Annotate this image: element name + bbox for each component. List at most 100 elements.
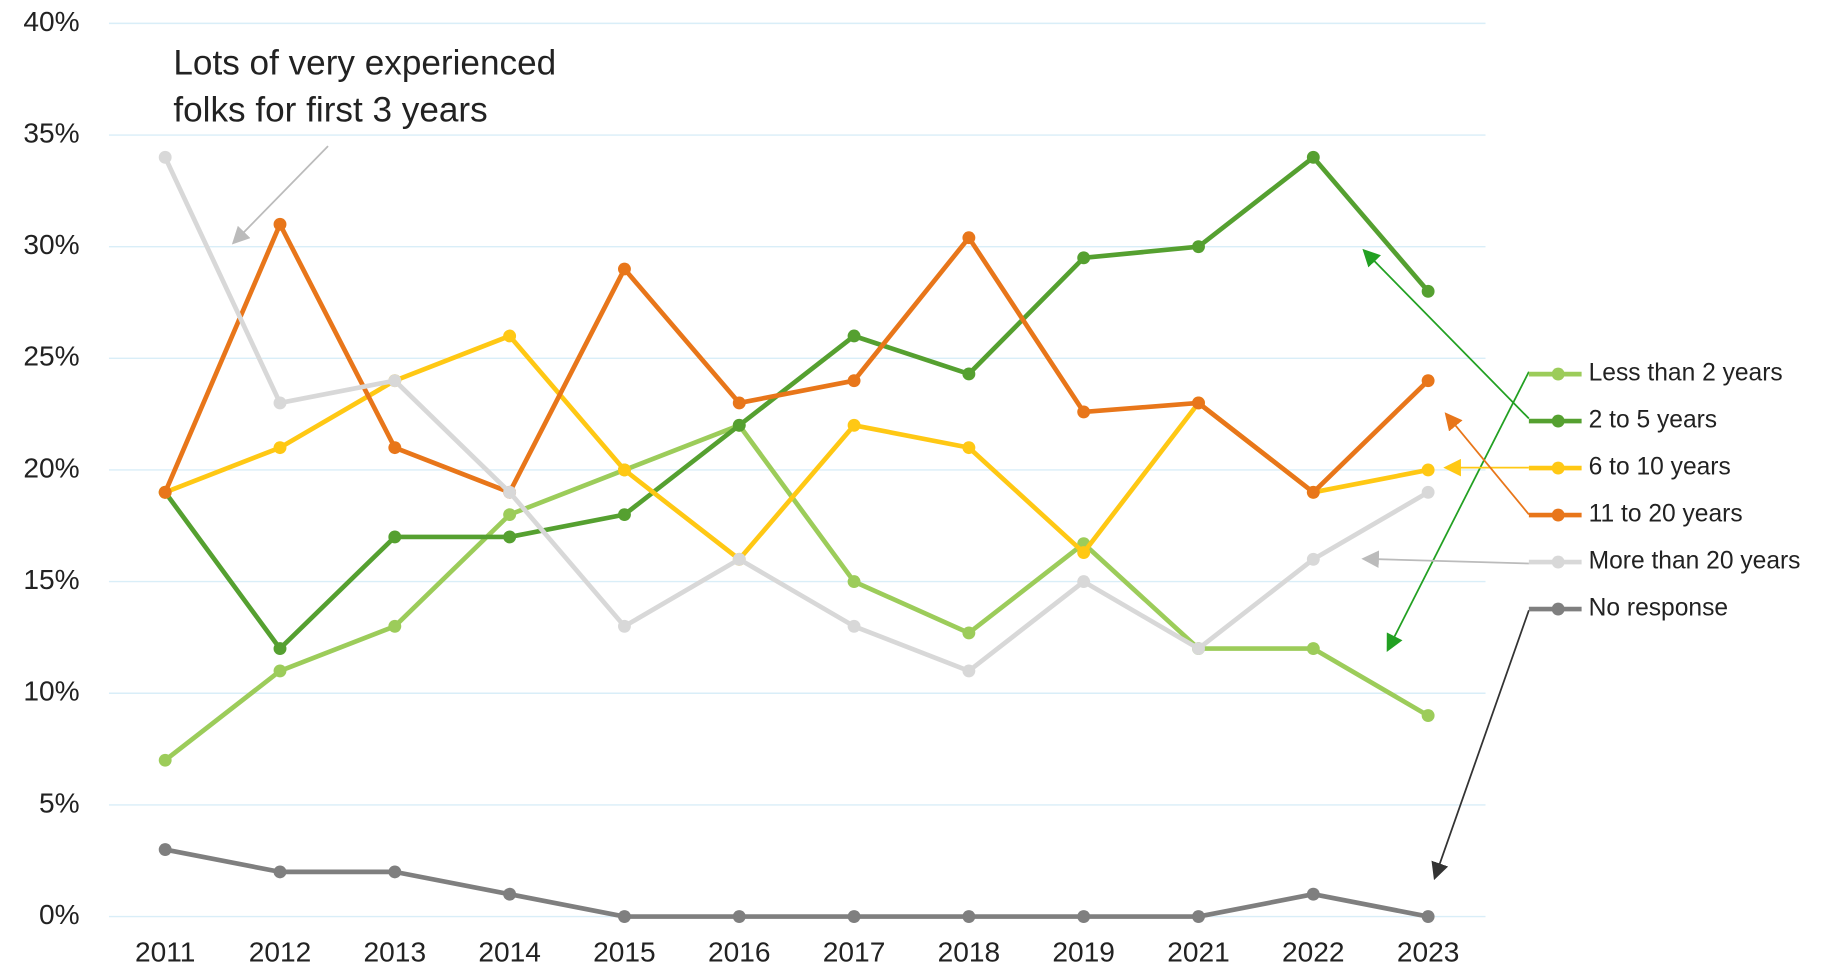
series-line	[164, 847, 1429, 919]
series-line	[163, 155, 1430, 651]
point	[1192, 642, 1205, 656]
legend-dot	[1551, 367, 1565, 381]
arrow	[1362, 248, 1530, 420]
point	[617, 619, 631, 633]
point	[1421, 910, 1435, 923]
legend-dot	[1551, 508, 1565, 522]
point	[1421, 709, 1435, 723]
series-line	[163, 222, 1430, 495]
point	[388, 865, 402, 879]
legend-label: 11 to 20 years	[1589, 501, 1743, 528]
legend-label: 6 to 10 years	[1589, 454, 1731, 481]
point	[617, 262, 631, 276]
point	[617, 910, 631, 923]
legend-dot	[1551, 555, 1565, 569]
point	[1077, 251, 1091, 265]
y-tick-label: 40%	[23, 6, 79, 37]
point	[1077, 405, 1091, 419]
point	[273, 865, 287, 879]
x-tick-label: 2021	[1167, 936, 1230, 967]
point	[388, 441, 402, 455]
point	[1077, 575, 1091, 589]
y-tick-label: 15%	[23, 564, 79, 595]
point	[732, 552, 746, 566]
y-tick-label: 0%	[39, 899, 80, 930]
point	[617, 508, 631, 522]
point	[962, 231, 976, 245]
point	[847, 329, 861, 343]
point	[503, 329, 517, 343]
x-tick-label: 2015	[593, 936, 656, 967]
series-line	[163, 156, 1430, 674]
point	[503, 508, 517, 522]
series-line	[163, 422, 1430, 763]
point	[273, 642, 287, 656]
x-tick-label: 2014	[478, 936, 541, 967]
point	[158, 485, 172, 499]
arrow	[1361, 550, 1529, 568]
annotation: Lots of very experienced	[173, 44, 556, 83]
point	[962, 626, 976, 640]
point	[962, 441, 976, 455]
x-tick-label: 2011	[135, 936, 195, 967]
point	[732, 396, 746, 410]
point	[847, 910, 861, 923]
point	[732, 910, 746, 923]
point	[388, 374, 402, 388]
x-tick-label: 2019	[1052, 936, 1115, 967]
point	[1192, 240, 1205, 254]
point	[847, 374, 861, 388]
legend-dot	[1551, 414, 1565, 428]
x-tick-label: 2016	[708, 936, 771, 967]
grid	[108, 22, 1486, 918]
legend-label: 2 to 5 years	[1589, 407, 1717, 434]
point	[388, 619, 402, 633]
point	[847, 418, 861, 432]
legend-dot	[1551, 461, 1565, 475]
arrow	[1431, 609, 1530, 881]
point	[388, 530, 402, 544]
legend-label: No response	[1589, 595, 1728, 622]
point	[273, 217, 287, 231]
point	[617, 463, 631, 477]
point	[1077, 546, 1091, 560]
x-tick-label: 2022	[1282, 936, 1345, 967]
point	[503, 485, 517, 499]
point	[847, 575, 861, 589]
point	[1306, 552, 1320, 566]
y-tick-label: 25%	[23, 341, 79, 372]
y-tick-label: 5%	[39, 787, 80, 818]
point	[847, 619, 861, 633]
annotation-arrows	[231, 145, 1530, 881]
point	[273, 441, 287, 455]
point	[1421, 463, 1435, 477]
legend-dot	[1551, 602, 1565, 616]
point	[1077, 910, 1091, 923]
y-tick-label: 30%	[23, 229, 79, 260]
x-tick-label: 2018	[938, 936, 1001, 967]
point	[273, 396, 287, 410]
point	[1421, 284, 1435, 298]
point	[158, 150, 172, 164]
point	[732, 418, 746, 432]
point	[1192, 396, 1205, 410]
point	[158, 843, 172, 856]
arrow	[231, 145, 329, 245]
y-tick-label: 35%	[23, 117, 79, 148]
x-tick-label: 2013	[364, 936, 427, 967]
point	[503, 530, 517, 544]
y-tick-label: 10%	[23, 676, 79, 707]
point	[1421, 485, 1435, 499]
point	[962, 910, 976, 923]
point	[1306, 485, 1320, 499]
x-tick-label: 2012	[249, 936, 312, 967]
x-tick-label: 2017	[823, 936, 886, 967]
point	[1306, 887, 1320, 901]
point	[1306, 642, 1320, 656]
point	[962, 664, 976, 678]
point	[503, 887, 517, 901]
legend-label: Less than 2 years	[1589, 360, 1783, 387]
point	[158, 753, 172, 767]
point	[1192, 910, 1205, 923]
